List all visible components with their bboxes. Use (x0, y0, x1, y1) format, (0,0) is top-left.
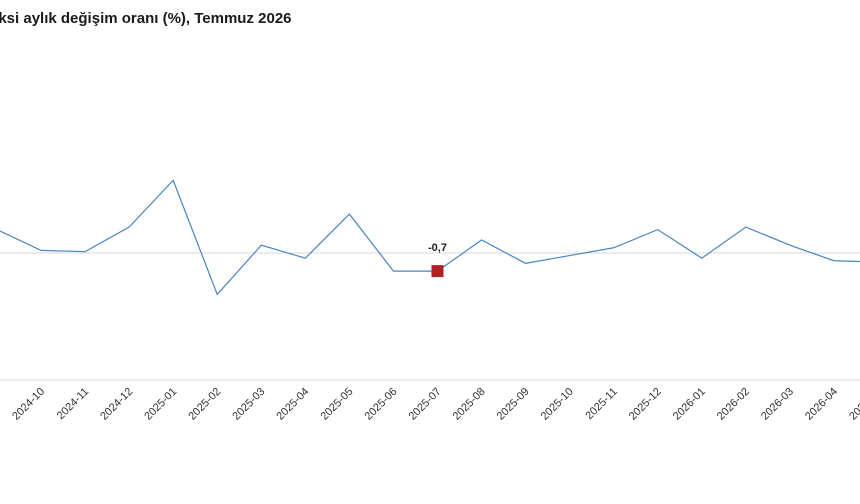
x-tick-label: 2024-11 (55, 386, 91, 422)
x-tick-label: 2025-07 (407, 386, 444, 423)
x-tick-label: 2025-10 (539, 386, 576, 423)
highlight-marker[interactable] (431, 265, 444, 278)
x-tick-label: 2025-02 (186, 386, 223, 423)
series-line (0, 179, 860, 296)
highlight-data-label: -0,7 (428, 242, 447, 254)
x-tick-label: 2025-12 (627, 386, 664, 423)
x-tick-label: 2025-06 (363, 386, 400, 423)
chart-title: eksi aylık değişim oranı (%), Temmuz 202… (0, 10, 292, 27)
x-tick-label: 2025-05 (318, 386, 355, 423)
x-axis-ticks: 2024-09 2024-10 2024-11 2024-12 2025-01 2025-… (0, 386, 860, 423)
x-tick-label: 2024-09 (0, 386, 3, 423)
x-tick-label: 2025-01 (142, 386, 179, 423)
x-tick-label: 2026-01 (671, 386, 708, 423)
x-tick-label: 2025-08 (451, 386, 488, 423)
x-tick-label: 2026-03 (759, 386, 796, 423)
x-tick-label: 2026-04 (803, 386, 840, 423)
x-tick-label: 2026-05 (847, 386, 860, 423)
x-tick-label: 2024-12 (98, 386, 135, 423)
x-tick-label: 2025-04 (274, 386, 311, 423)
x-tick-label: 2025-03 (230, 386, 267, 423)
x-tick-label: 2026-02 (715, 386, 752, 423)
x-tick-label: 2025-11 (583, 386, 619, 422)
x-tick-label: 2025-09 (495, 386, 532, 423)
x-tick-label: 2024-10 (10, 386, 47, 423)
